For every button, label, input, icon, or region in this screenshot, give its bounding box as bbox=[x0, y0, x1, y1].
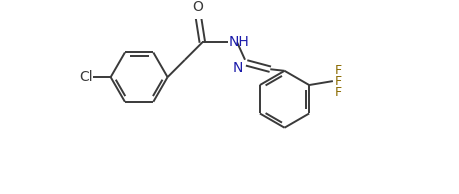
Text: Cl: Cl bbox=[78, 70, 92, 84]
Text: F: F bbox=[335, 74, 341, 87]
Text: F: F bbox=[335, 86, 341, 99]
Text: N: N bbox=[232, 61, 242, 74]
Text: F: F bbox=[335, 63, 341, 76]
Text: O: O bbox=[192, 0, 202, 14]
Text: NH: NH bbox=[228, 35, 249, 48]
